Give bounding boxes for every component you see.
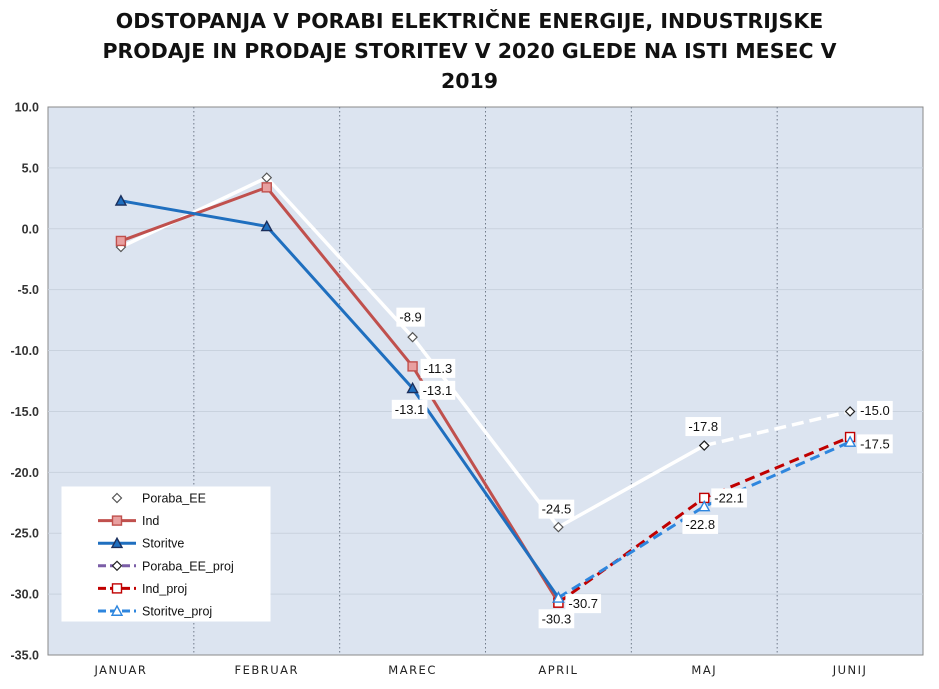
y-tick-label: -30.0 [11,588,40,602]
y-tick-label: -5.0 [17,283,39,297]
series-line-poraba-ee-proj [703,409,851,448]
chart-title-line-1: ODSTOPANJA V PORABI ELEKTRIČNE ENERGIJE,… [115,9,824,33]
data-label-text: -22.8 [685,517,715,532]
data-label: -30.7 [565,594,602,614]
data-label-box [857,400,893,420]
data-label-text: -17.5 [860,436,890,451]
point-poraba-ee [261,172,273,183]
series-line-storitve-proj [557,440,851,600]
legend-label: Ind [142,514,159,528]
legend-swatch-marker [110,604,124,616]
legend-swatch-marker [110,536,124,549]
legend-item-poraba-ee: Poraba_EE [111,492,206,506]
data-label: -8.9 [396,307,425,327]
data-label-box [565,594,602,614]
y-tick-label: 0.0 [22,222,39,236]
legend-item-storitve: Storitve [98,537,184,551]
data-label: -30.3 [538,609,575,629]
legend: Poraba_EE Ind Storitve Poraba_EE_proj Ind_pr… [61,486,271,622]
y-tick-label: -20.0 [11,466,40,480]
point-poraba-ee [407,331,418,343]
legend-label: Storitve_proj [142,605,212,619]
data-label-text: -15.0 [860,403,890,418]
point-ind [115,235,127,247]
point-ind [261,182,272,193]
chart-title-line-2: PRODAJE IN PRODAJE STORITEV V 2020 GLEDE… [102,39,837,63]
data-label-text: -22.1 [714,490,744,505]
legend-swatch-marker [111,492,123,504]
data-label: -15.0 [857,400,893,420]
y-tick-label: 5.0 [22,161,39,175]
data-label-box [420,358,456,378]
data-label-box [419,380,456,400]
y-tick-label: -10.0 [11,344,40,358]
data-label-box [685,417,722,437]
x-tick-label: MAJ [691,663,717,677]
legend-box [61,486,271,622]
point-storitve-proj [552,591,565,603]
point-ind [407,361,418,372]
legend-label: Storitve [142,537,184,551]
legend-label: Ind_proj [142,582,187,596]
x-tick-label: JANUAR [93,663,147,677]
y-tick-label: -35.0 [11,649,40,663]
data-label: -22.1 [711,488,747,508]
x-tick-label: MAREC [388,663,437,677]
data-label: -17.5 [857,434,893,454]
data-label-text: -30.7 [568,596,598,611]
data-label-text: -30.3 [542,611,572,626]
point-poraba-ee [553,521,564,533]
data-label-text: -17.8 [688,419,718,434]
series-line-storitve [120,199,560,599]
point-storitve [406,381,419,394]
data-label: -17.8 [685,417,722,437]
x-tick-label: JUNIJ [832,663,868,677]
legend-item-poraba-ee-proj: Poraba_EE_proj [98,559,234,573]
legend-label: Poraba_EE_proj [142,559,234,573]
legend-item-ind-proj: Ind_proj [98,582,187,596]
point-storitve-proj [698,499,711,512]
data-label-box [538,499,575,519]
data-label: -22.8 [682,514,719,534]
legend-swatch-marker [111,560,123,572]
data-label: -13.1 [419,380,456,400]
point-storitve [114,194,128,206]
data-label-box [538,609,575,629]
data-label-box [396,307,425,327]
data-label-text: -13.1 [395,402,425,417]
y-tick-label: -15.0 [11,405,40,419]
data-label-box [391,399,428,419]
point-poraba-ee-proj [698,440,710,451]
x-tick-label: FEBRUAR [234,663,299,677]
legend-swatch-marker [111,515,123,526]
data-label: -24.5 [538,499,575,519]
point-storitve-proj [843,435,857,447]
legend-swatch-marker [111,583,123,594]
legend-label: Poraba_EE [142,492,206,506]
chart-title-line-3: 2019 [440,69,499,93]
legend-item-ind: Ind [98,514,159,528]
x-tick-label: APRIL [538,663,578,677]
data-label-text: -13.1 [423,383,453,398]
data-label: -11.3 [420,358,456,378]
point-storitve [260,219,273,232]
data-label-text: -24.5 [542,502,572,517]
data-label-box [857,434,893,454]
legend-item-storitve-proj: Storitve_proj [98,605,212,619]
y-tick-label: 10.0 [15,101,39,115]
data-label: -13.1 [391,399,428,419]
point-poraba-ee-proj [844,406,856,417]
data-label-text: -11.3 [424,361,453,376]
chart-title: ODSTOPANJA V PORABI ELEKTRIČNE ENERGIJE,… [0,6,939,96]
data-label-box [711,488,747,508]
data-label-text: -8.9 [399,310,421,325]
y-tick-label: -25.0 [11,527,40,541]
data-label-box [682,514,719,534]
